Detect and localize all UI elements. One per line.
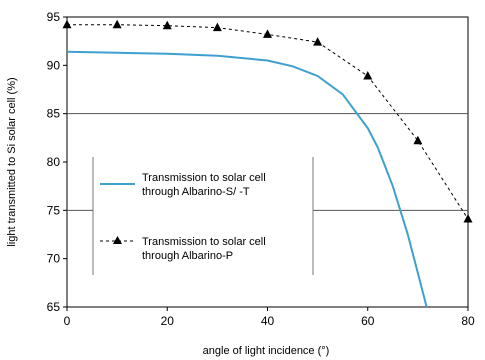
y-tick-label-65: 65 bbox=[47, 300, 61, 314]
x-tick-label-80: 80 bbox=[461, 314, 475, 328]
series-1-line bbox=[67, 50, 428, 307]
series-2-point-4 bbox=[263, 29, 272, 38]
series-2-point-8 bbox=[463, 214, 473, 223]
y-tick-label-95: 95 bbox=[47, 10, 61, 24]
x-tick-label-60: 60 bbox=[361, 314, 375, 328]
series-2-point-2 bbox=[162, 20, 172, 30]
series-2-point-5 bbox=[313, 37, 323, 46]
legend-marker-series-2 bbox=[113, 236, 122, 244]
y-tick-label-75: 75 bbox=[47, 203, 61, 217]
legend-box bbox=[93, 157, 313, 275]
series-layer bbox=[62, 19, 473, 307]
series-2-point-1 bbox=[112, 19, 122, 29]
x-axis-title: angle of light incidence (°) bbox=[203, 345, 330, 357]
x-tick-label-20: 20 bbox=[161, 314, 175, 328]
x-tick-label-40: 40 bbox=[261, 314, 275, 328]
x-tick-label-0: 0 bbox=[64, 314, 71, 328]
series-2-point-0 bbox=[62, 19, 72, 29]
legend-label-series-1-line-1: Transmission to solar cell bbox=[142, 172, 266, 184]
legend: Transmission to solar cell through Albar… bbox=[92, 157, 314, 275]
y-tick-label-80: 80 bbox=[47, 155, 61, 169]
series-2-point-3 bbox=[212, 22, 222, 32]
axis-layer: 0 20 40 60 80 65 70 75 80 85 90 95 bbox=[47, 10, 475, 328]
y-tick-label-70: 70 bbox=[47, 252, 61, 266]
legend-label-series-1-line-2: through Albarino-S/ -T bbox=[142, 186, 250, 198]
y-tick-label-90: 90 bbox=[47, 58, 61, 72]
legend-label-series-2-line-1: Transmission to solar cell bbox=[142, 236, 266, 248]
legend-label-series-2-line-2: through Albarino-P bbox=[142, 250, 233, 262]
series-2-line bbox=[67, 24, 468, 220]
series-2-point-7 bbox=[413, 135, 423, 145]
y-axis-title: light transmitted to Si solar cell (%) bbox=[6, 77, 18, 246]
series-2-point-6 bbox=[363, 70, 373, 80]
y-tick-label-85: 85 bbox=[47, 107, 61, 121]
